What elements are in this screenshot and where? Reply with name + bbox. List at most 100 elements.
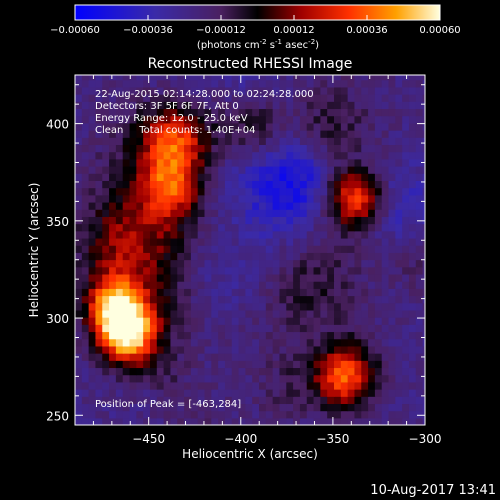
heatmap-cell <box>334 144 342 153</box>
heatmap-cell <box>286 338 294 347</box>
heatmap-cell <box>334 302 342 311</box>
y-axis-label: Heliocentric Y (arcsec) <box>27 183 41 318</box>
heatmap-cell <box>374 201 383 210</box>
heatmap-cell <box>75 374 83 383</box>
heatmap-cell <box>415 151 424 160</box>
heatmap-cell <box>354 295 362 304</box>
heatmap-cell <box>224 151 233 160</box>
heatmap-cell <box>190 396 199 405</box>
heatmap-cell <box>231 137 240 146</box>
heatmap-cell <box>374 108 383 117</box>
heatmap-cell <box>361 130 369 138</box>
heatmap-cell <box>402 381 410 390</box>
heatmap-cell <box>299 216 308 225</box>
heatmap-cell <box>286 194 294 203</box>
heatmap-cell <box>347 209 356 217</box>
heatmap-cell <box>197 266 206 275</box>
heatmap-cell <box>408 410 417 419</box>
heatmap-cell <box>395 273 403 282</box>
heatmap-cell <box>381 173 390 181</box>
heatmap-cell <box>149 417 158 425</box>
heatmap-cell <box>354 216 362 225</box>
heatmap-cell <box>81 209 90 217</box>
heatmap-cell <box>368 374 376 383</box>
heatmap-cell <box>102 309 110 318</box>
heatmap-cell <box>395 331 403 340</box>
heatmap-cell <box>299 230 308 239</box>
heatmap-cell <box>184 360 192 369</box>
heatmap-cell <box>211 353 219 361</box>
heatmap-cell <box>88 209 97 217</box>
heatmap-cell <box>306 374 315 383</box>
heatmap-cell <box>197 417 206 425</box>
heatmap-cell <box>408 345 417 354</box>
heatmap-cell <box>354 302 362 311</box>
heatmap-cell <box>279 209 287 217</box>
heatmap-cell <box>313 403 321 412</box>
heatmap-cell <box>143 173 151 181</box>
heatmap-cell <box>245 389 253 397</box>
heatmap-cell <box>381 331 390 340</box>
heatmap-cell <box>129 122 137 131</box>
heatmap-cell <box>149 94 158 102</box>
heatmap-cell <box>170 417 178 425</box>
heatmap-cell <box>170 309 178 318</box>
heatmap-cell <box>252 108 260 117</box>
heatmap-cell <box>293 317 301 325</box>
heatmap-cell <box>265 410 274 419</box>
heatmap-cell <box>374 122 383 131</box>
heatmap-cell <box>156 223 165 232</box>
heatmap-cell <box>129 353 137 361</box>
heatmap-cell <box>347 187 356 196</box>
heatmap-cell <box>143 94 151 102</box>
colorbar-tick-label: 0.00036 <box>346 25 387 36</box>
heatmap-cell <box>313 180 321 189</box>
heatmap-cell <box>327 345 335 354</box>
heatmap-cell <box>149 115 158 124</box>
heatmap-cell <box>122 367 131 376</box>
heatmap-cell <box>156 288 165 297</box>
heatmap-cell <box>320 389 328 397</box>
heatmap-cell <box>156 180 165 189</box>
heatmap-cell <box>184 273 192 282</box>
heatmap-cell <box>286 324 294 333</box>
heatmap-cell <box>272 266 281 275</box>
heatmap-cell <box>170 144 178 153</box>
heatmap-cell <box>88 173 97 181</box>
heatmap-cell <box>184 144 192 153</box>
heatmap-cell <box>354 151 362 160</box>
heatmap-cell <box>102 144 110 153</box>
heatmap-cell <box>259 209 267 217</box>
heatmap-cell <box>327 417 335 425</box>
heatmap-cell <box>327 367 335 376</box>
heatmap-cell <box>81 338 90 347</box>
heatmap-cell <box>115 137 124 146</box>
heatmap-cell <box>231 173 240 181</box>
heatmap-cell <box>293 302 301 311</box>
heatmap-cell <box>211 144 219 153</box>
heatmap-cell <box>368 281 376 289</box>
heatmap-cell <box>361 309 369 318</box>
heatmap-cell <box>313 273 321 282</box>
heatmap-cell <box>320 324 328 333</box>
heatmap-cell <box>313 245 321 253</box>
heatmap-cell <box>81 151 90 160</box>
heatmap-cell <box>211 381 219 390</box>
heatmap-cell <box>408 158 417 167</box>
heatmap-cell <box>231 166 240 174</box>
heatmap-cell <box>75 230 83 239</box>
heatmap-cell <box>177 360 185 369</box>
heatmap-cell <box>327 302 335 311</box>
heatmap-cell <box>286 173 294 181</box>
heatmap-cell <box>279 403 287 412</box>
heatmap-cell <box>313 317 321 325</box>
heatmap-cell <box>109 403 117 412</box>
heatmap-cell <box>374 266 383 275</box>
heatmap-cell <box>184 367 192 376</box>
heatmap-cell <box>354 266 362 275</box>
heatmap-cell <box>265 309 274 318</box>
heatmap-cell <box>388 79 396 88</box>
heatmap-cell <box>252 396 260 405</box>
heatmap-cell <box>129 115 137 124</box>
heatmap-cell <box>408 86 417 95</box>
